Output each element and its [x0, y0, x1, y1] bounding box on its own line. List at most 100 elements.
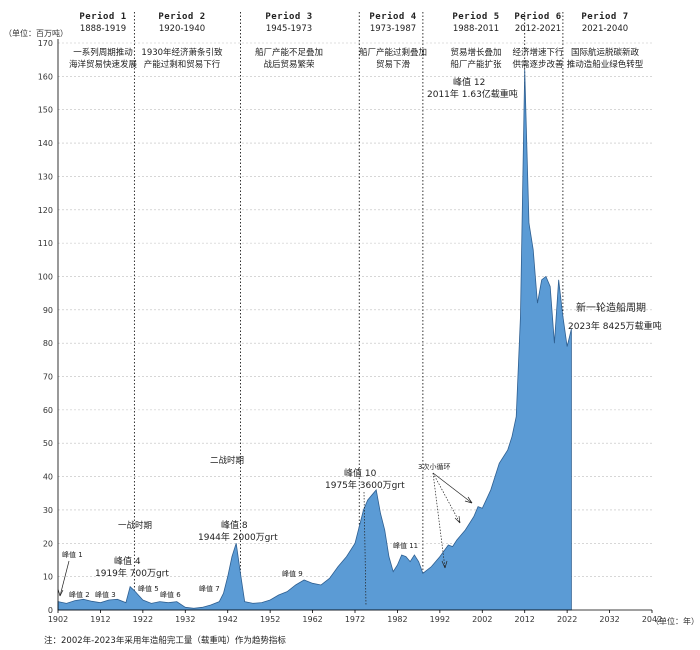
peak-annotations: 峰值 1 峰值 2 峰值 3 峰值 4 1919年 700万grt 峰值 5 峰… — [62, 76, 518, 599]
annotation-arrows — [57, 472, 473, 607]
ww1-label: 一战时期 — [118, 520, 152, 531]
period-years: 1945-1973 — [266, 24, 312, 34]
period-years: 2021-2040 — [582, 24, 628, 34]
period-description: 经济增速下行 — [512, 47, 564, 58]
peak-12-title: 峰值 12 — [453, 76, 485, 88]
period-title: Period 5 — [452, 11, 499, 22]
ww2-label: 二战时期 — [210, 455, 244, 466]
x-tick-label: 1972 — [345, 615, 365, 624]
x-axis-unit: （单位：年） — [651, 616, 699, 626]
period-title: Period 6 — [514, 11, 561, 22]
cycle-arrowhead-3 — [464, 496, 473, 504]
period-description: 贸易增长叠加 — [450, 47, 501, 58]
y-tick-label: 40 — [43, 473, 53, 482]
y-tick-label: 50 — [43, 439, 53, 448]
x-tick-label: 1902 — [48, 615, 68, 624]
y-tick-label: 70 — [43, 373, 53, 382]
peak-1-arrow — [59, 560, 70, 597]
y-tick-label: 170 — [38, 39, 53, 48]
period-description: 一系列周期推动 — [73, 47, 133, 58]
y-tick-label: 130 — [38, 172, 53, 181]
period-description: 推动造船业绿色转型 — [567, 59, 644, 70]
period-description: 1930年经济萧条引致 — [141, 47, 223, 58]
y-tick-label: 0 — [48, 606, 53, 615]
peak-9-label: 峰值 9 — [282, 569, 303, 578]
x-tick-label: 1922 — [133, 615, 153, 624]
peak-3-label: 峰值 3 — [95, 590, 116, 599]
y-tick-label: 150 — [38, 106, 53, 115]
cycle-arrow-1 — [432, 472, 446, 569]
period-description: 船厂产能过剩叠加 — [359, 47, 427, 58]
period-description: 海洋贸易快速发展 — [69, 59, 138, 70]
period-title: Period 2 — [158, 11, 205, 22]
new-cycle-title: 新一轮造船周期 — [576, 301, 646, 314]
footnote: 注：2002年-2023年采用年造船完工量（载重吨）作为趋势指标 — [44, 635, 286, 646]
x-tick-label: 1912 — [90, 615, 110, 624]
y-tick-label: 80 — [43, 339, 53, 348]
x-tick-label: 1952 — [260, 615, 280, 624]
peak-1-label: 峰值 1 — [62, 550, 83, 559]
data-area-series — [57, 69, 572, 611]
period-description: 贸易下滑 — [376, 59, 411, 70]
y-tick-label: 10 — [43, 573, 53, 582]
peak-8-detail: 1944年 2000万grt — [198, 531, 278, 543]
period-title: Period 4 — [369, 11, 416, 22]
peak-10-detail: 1975年 3600万grt — [325, 479, 405, 491]
y-tick-label: 30 — [43, 506, 53, 515]
period-years: 1920-1940 — [159, 24, 205, 34]
gridlines — [58, 42, 652, 577]
x-tick-label: 2042 — [642, 615, 662, 624]
x-tick-label: 1962 — [302, 615, 322, 624]
period-title: Period 7 — [581, 11, 628, 22]
axes: 1902 1912 1922 1932 1942 1952 1962 1972 1982 1992… — [38, 39, 662, 624]
series-area — [57, 69, 572, 611]
period-description: 供需逐步改善 — [512, 59, 564, 70]
new-cycle-detail: 2023年 8425万载重吨 — [568, 320, 662, 332]
peak-2-label: 峰值 2 — [69, 590, 90, 599]
period-description: 产能过剩和贸易下行 — [144, 59, 221, 70]
x-tick-label: 1992 — [430, 615, 450, 624]
peak-10-pointer — [363, 491, 367, 607]
x-tick-label: 2012 — [515, 615, 535, 624]
peak-12-detail: 2011年 1.63亿载重吨 — [427, 88, 518, 100]
cycle-arrowhead-1 — [441, 560, 448, 569]
y-tick-label: 120 — [38, 206, 53, 215]
y-axis-unit: （单位：百万吨） — [4, 28, 68, 38]
period-description: 船厂产能不足叠加 — [255, 47, 323, 58]
period-years: 1988-2011 — [453, 24, 499, 34]
x-tick-label: 2022 — [557, 615, 577, 624]
period-title: Period 1 — [79, 11, 126, 22]
x-tick-label: 1932 — [175, 615, 195, 624]
three-cycles-label: 3次小循环 — [418, 462, 450, 471]
x-tick-label: 1982 — [387, 615, 407, 624]
x-tick-label: 1942 — [218, 615, 238, 624]
period-years: 2012-2021 — [515, 24, 561, 34]
peak-8-title: 峰值 8 — [221, 519, 248, 531]
period-years: 1973-1987 — [370, 24, 416, 34]
y-tick-label: 60 — [43, 406, 53, 415]
x-tick-label: 2032 — [599, 615, 619, 624]
period-years: 1888-1919 — [80, 24, 126, 34]
y-tick-label: 140 — [38, 139, 53, 148]
period-description: 战后贸易繁荣 — [263, 59, 315, 70]
peak-7-label: 峰值 7 — [199, 584, 220, 593]
x-tick-label: 2002 — [472, 615, 492, 624]
y-tick-label: 20 — [43, 539, 53, 548]
period-description: 船厂产能扩张 — [450, 59, 502, 70]
y-tick-label: 100 — [38, 272, 53, 281]
peak-5-label: 峰值 5 — [138, 584, 159, 593]
peak-6-label: 峰值 6 — [160, 590, 181, 599]
y-tick-label: 90 — [43, 306, 53, 315]
cycle-arrowhead-2 — [454, 515, 461, 524]
peak-4-detail: 1919年 700万grt — [95, 567, 169, 579]
peak-4-title: 峰值 4 — [114, 555, 141, 567]
y-tick-label: 110 — [38, 239, 53, 248]
